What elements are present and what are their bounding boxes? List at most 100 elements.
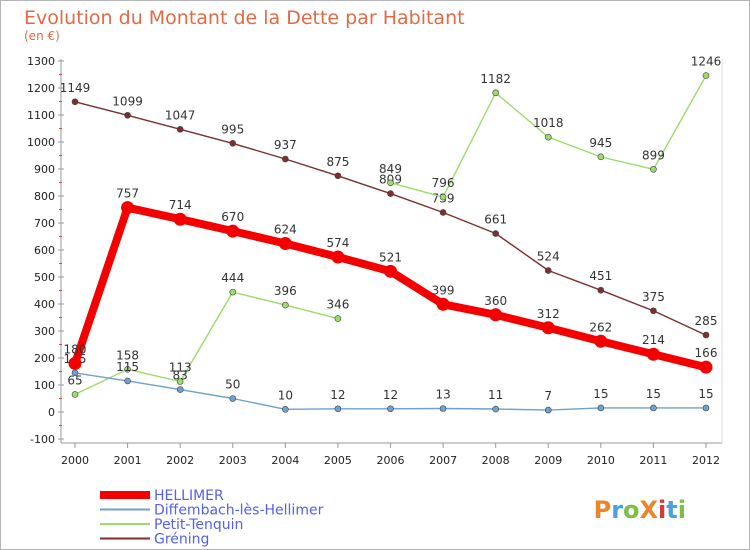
data-point <box>282 405 289 413</box>
data-label: 375 <box>642 290 665 304</box>
y-tick-label: 600 <box>34 244 55 257</box>
data-label: 521 <box>379 250 402 264</box>
x-tick-label: 2012 <box>692 454 720 467</box>
x-tick-label: 2007 <box>429 454 457 467</box>
data-point <box>331 250 345 264</box>
x-tick-label: 2009 <box>534 454 562 467</box>
plot-area: -100 0 100 200 300 400 500 600 700 800 900 1000 1100… <box>27 55 723 467</box>
data-label: 115 <box>116 360 139 374</box>
series-2: 65 158 113 444 396 346 849 796 1182 1018 945 899 124… <box>67 55 721 398</box>
data-point <box>176 386 184 393</box>
data-point <box>384 264 397 278</box>
data-label: 670 <box>221 210 244 224</box>
data-point <box>597 286 605 294</box>
data-point <box>71 391 79 398</box>
data-point <box>439 405 447 412</box>
data-label: 796 <box>432 176 455 190</box>
data-point <box>229 395 237 402</box>
y-tick-label: -100 <box>30 433 55 446</box>
data-point <box>121 201 135 215</box>
data-label: 312 <box>537 307 560 321</box>
y-tick-label: 800 <box>34 190 55 203</box>
data-point <box>282 155 289 163</box>
data-label: 15 <box>646 387 661 401</box>
data-label: 180 <box>64 342 87 356</box>
data-point <box>68 356 82 370</box>
series-line <box>71 203 710 372</box>
data-label: 899 <box>642 148 665 162</box>
data-label: 1246 <box>691 55 722 69</box>
data-label: 113 <box>169 360 192 374</box>
data-label: 12 <box>383 388 398 402</box>
data-point <box>702 404 710 412</box>
data-label: 624 <box>274 223 297 237</box>
data-point <box>702 331 710 339</box>
x-tick-label: 2010 <box>587 454 615 467</box>
legend-label-3: Gréning <box>154 532 209 548</box>
data-point <box>544 406 552 414</box>
data-point <box>650 307 657 315</box>
x-tick-label: 2011 <box>639 454 667 467</box>
data-label: 13 <box>435 387 450 401</box>
y-tick-label: 400 <box>34 298 55 311</box>
data-point <box>387 190 394 197</box>
data-point <box>124 111 131 119</box>
data-label: 1047 <box>165 108 196 122</box>
data-point <box>387 179 394 187</box>
x-tick-label: 2004 <box>271 454 299 467</box>
data-point <box>439 193 447 201</box>
data-label: 10 <box>278 388 293 402</box>
data-point <box>650 165 657 173</box>
unit-label: (en €) <box>24 29 60 43</box>
y-tick-label: 1100 <box>27 109 55 122</box>
legend-label-1: Diffembach-lès-Hellimer <box>154 503 324 519</box>
series-1: 145115835010121213117151515 <box>64 352 714 414</box>
data-label: 285 <box>695 314 718 328</box>
data-point <box>124 366 131 373</box>
chart-title: Evolution du Montant de la Dette par Hab… <box>24 7 465 29</box>
data-point <box>699 360 713 374</box>
y-tick-label: 200 <box>34 352 55 365</box>
data-point <box>71 98 79 106</box>
data-label: 1018 <box>533 116 564 130</box>
x-tick-label: 2008 <box>482 454 510 467</box>
data-label: 661 <box>484 213 507 227</box>
y-tick-label: 900 <box>34 163 55 176</box>
series-0: 180 757 714 670 624 574 521 399 360 312 262 214 166 <box>64 187 717 374</box>
data-label: 360 <box>484 294 507 308</box>
legend: HELLIMERDiffembach-lès-HellimerPetit-Ten… <box>100 488 324 548</box>
data-label: 574 <box>326 236 349 250</box>
y-tick-label: 1300 <box>27 55 55 68</box>
x-tick-label: 2003 <box>219 454 247 467</box>
x-tick-label: 2006 <box>377 454 405 467</box>
legend-label-2: Petit-Tenquin <box>154 517 243 533</box>
data-point <box>492 89 499 97</box>
data-label: 444 <box>221 271 244 285</box>
data-point <box>278 237 292 251</box>
data-label: 875 <box>326 155 349 169</box>
data-point <box>124 377 131 385</box>
y-tick-label: 1000 <box>27 136 55 149</box>
data-point <box>334 315 342 322</box>
y-tick-label: 500 <box>34 271 55 284</box>
data-point <box>176 378 184 385</box>
data-label: 396 <box>274 284 297 298</box>
data-point <box>173 212 187 226</box>
data-label: 50 <box>225 378 240 392</box>
data-point <box>226 224 240 238</box>
data-label: 937 <box>274 138 297 152</box>
data-label: 849 <box>379 162 402 176</box>
data-label: 524 <box>537 250 560 264</box>
data-point <box>597 404 605 412</box>
data-point <box>439 209 447 216</box>
data-label: 346 <box>326 298 349 312</box>
series-3: 1149109910479959378758097396615244513752… <box>60 81 718 339</box>
x-tick-label: 2005 <box>324 454 352 467</box>
data-point <box>334 172 342 180</box>
data-point <box>544 267 552 274</box>
data-point <box>71 369 79 377</box>
data-label: 1182 <box>480 72 511 86</box>
data-label: 158 <box>116 348 139 362</box>
data-label: 714 <box>169 198 192 212</box>
